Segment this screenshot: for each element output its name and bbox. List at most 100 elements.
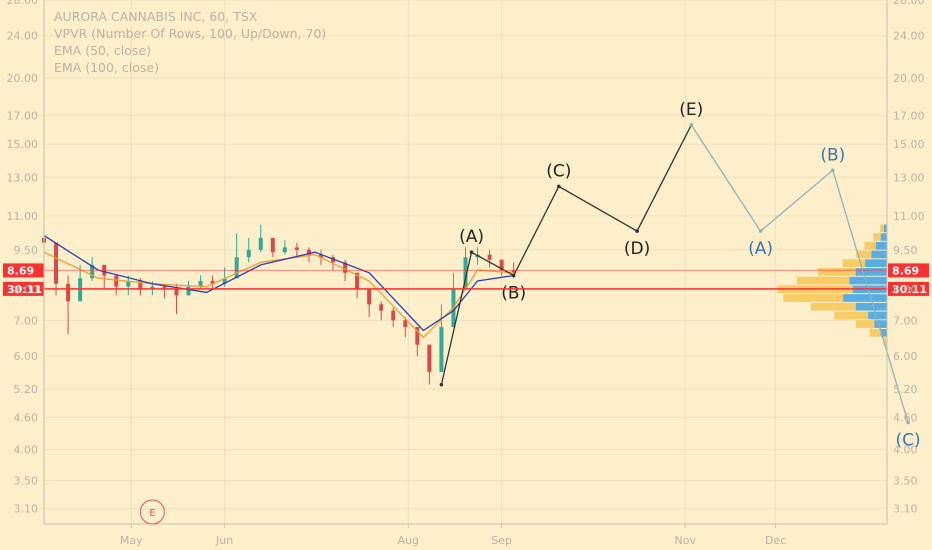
earnings-marker[interactable]: E bbox=[139, 499, 165, 525]
candle-body bbox=[174, 289, 179, 296]
candle-body bbox=[463, 257, 468, 290]
y-tick-label-right: 15.00 bbox=[893, 138, 925, 151]
earnings-label: E bbox=[149, 508, 155, 519]
price-lines: 8.69 8.69 30:11 30:11 bbox=[3, 263, 929, 296]
y-tick-label-left: 4.00 bbox=[14, 444, 39, 457]
wave-lines: (A) (B) (C) (D) (E) (A) (B) (C) bbox=[439, 100, 921, 450]
candle-body bbox=[78, 278, 83, 302]
y-tick-label-left: 11.00 bbox=[7, 210, 39, 223]
axes: 28.00 28.00 24.00 24.00 20.00 20.00 17.00 17.00… bbox=[7, 0, 925, 547]
vpvr-bar-down bbox=[783, 294, 844, 302]
earnings-circle[interactable] bbox=[139, 499, 165, 525]
symbol-title[interactable]: AURORA CANNABIS INC, 60, TSX bbox=[54, 9, 258, 24]
price-badge-upper-right bbox=[888, 263, 929, 278]
y-tick-label-right: 9.50 bbox=[893, 244, 918, 257]
wave-primary-point[interactable] bbox=[469, 250, 474, 255]
candle-body bbox=[210, 280, 215, 284]
price-badge-text-lower-left: 30:11 bbox=[7, 283, 42, 296]
wave-primary-label: (C) bbox=[546, 161, 571, 181]
price-badge-text-lower-right: 30:11 bbox=[892, 283, 927, 296]
y-tick-label-left: 5.20 bbox=[14, 383, 39, 396]
y-tick-label-right: 20.00 bbox=[893, 72, 925, 85]
wave-primary-label: (E) bbox=[679, 100, 703, 120]
ema100-line bbox=[43, 235, 514, 332]
vpvr-legend-item[interactable]: VPVR (Number Of Rows, 100, Up/Down, 70) bbox=[54, 26, 327, 41]
y-tick-label-left: 8.00 bbox=[14, 284, 39, 297]
y-tick-label-right: 6.00 bbox=[893, 350, 918, 363]
wave-secondary-point[interactable] bbox=[831, 168, 835, 173]
y-tick-label-left: 24.00 bbox=[7, 30, 39, 43]
wave-primary-label: (D) bbox=[624, 239, 650, 259]
vpvr-bar-up bbox=[849, 276, 887, 285]
vpvr-bar-up bbox=[865, 259, 887, 268]
candle-body bbox=[90, 264, 95, 279]
y-tick-label-left: 6.00 bbox=[14, 350, 39, 363]
x-tick-label: May bbox=[120, 534, 143, 547]
vpvr-bar-down bbox=[855, 320, 875, 328]
x-tick-label: Jun bbox=[215, 534, 233, 547]
price-badge-text-upper-left: 8.69 bbox=[7, 264, 34, 277]
candle-body bbox=[222, 278, 227, 284]
y-tick-label-left: 20.00 bbox=[7, 72, 39, 85]
vpvr-bar-down bbox=[818, 268, 856, 276]
y-tick-label-right: 3.10 bbox=[893, 503, 918, 516]
wave-primary-label: (A) bbox=[459, 227, 484, 247]
candle-body bbox=[66, 283, 71, 302]
y-tick-label-right: 5.20 bbox=[893, 383, 918, 396]
vpvr-bar-down bbox=[880, 224, 884, 233]
candle-body bbox=[270, 237, 275, 253]
candle-body bbox=[391, 310, 396, 321]
y-tick-label-left: 4.60 bbox=[14, 411, 39, 424]
candle-body bbox=[186, 286, 191, 296]
vpvr-histogram bbox=[777, 224, 887, 346]
x-tick-label: Sep bbox=[491, 534, 512, 547]
wave-primary-point[interactable] bbox=[635, 229, 639, 233]
y-tick-label-right: 3.50 bbox=[893, 475, 918, 488]
vpvr-bar-down bbox=[810, 302, 856, 311]
ema100-legend-item[interactable]: EMA (100, close) bbox=[54, 60, 159, 75]
candle-body bbox=[258, 237, 263, 250]
vpvr-bar-down bbox=[842, 259, 866, 268]
candle-body bbox=[306, 249, 311, 255]
wave-secondary-point[interactable] bbox=[689, 123, 694, 127]
vpvr-bar-up bbox=[871, 250, 887, 259]
candle-body bbox=[439, 327, 444, 372]
y-tick-label-left: 15.00 bbox=[7, 138, 39, 151]
y-tick-label-left: 9.50 bbox=[14, 244, 39, 257]
vpvr-bar-up bbox=[855, 302, 887, 311]
wave-primary-line bbox=[440, 124, 692, 385]
candle-body bbox=[126, 280, 131, 287]
price-badge-lower-left bbox=[3, 281, 44, 296]
wave-secondary-point[interactable] bbox=[906, 420, 910, 425]
vpvr-bar-up bbox=[875, 241, 887, 250]
vpvr-bar-up bbox=[843, 294, 887, 302]
y-tick-label-right: 13.00 bbox=[893, 171, 925, 184]
candle-body bbox=[138, 280, 143, 290]
candle-body bbox=[198, 280, 203, 287]
y-tick-label-right: 28.00 bbox=[893, 0, 925, 7]
x-tick-label: Dec bbox=[765, 534, 786, 547]
y-tick-label-right: 4.00 bbox=[893, 444, 918, 457]
candle-body bbox=[499, 259, 504, 271]
price-badge-lower-right bbox=[888, 281, 929, 296]
y-tick-label-right: 7.00 bbox=[893, 314, 918, 327]
wave-secondary-label: (A) bbox=[748, 239, 773, 259]
wave-primary-point[interactable] bbox=[557, 184, 561, 189]
wave-secondary-point[interactable] bbox=[758, 229, 763, 233]
y-tick-label-right: 24.00 bbox=[893, 30, 925, 43]
candle-body bbox=[282, 247, 287, 253]
vpvr-bar-down bbox=[873, 233, 881, 241]
chart-legend: AURORA CANNABIS INC, 60, TSX VPVR (Numbe… bbox=[54, 8, 326, 76]
vpvr-bar-up bbox=[855, 268, 887, 276]
x-tick-label: Aug bbox=[398, 534, 419, 547]
wave-primary-point[interactable] bbox=[439, 382, 444, 387]
wave-primary-point[interactable] bbox=[511, 273, 516, 278]
candle-body bbox=[355, 272, 360, 290]
candle-body bbox=[318, 254, 323, 258]
x-tick-label: Nov bbox=[675, 534, 697, 547]
candle-body bbox=[487, 254, 492, 260]
ema50-legend-item[interactable]: EMA (50, close) bbox=[54, 43, 152, 58]
vpvr-bar-down bbox=[869, 328, 881, 337]
vpvr-bar-down bbox=[856, 250, 872, 259]
